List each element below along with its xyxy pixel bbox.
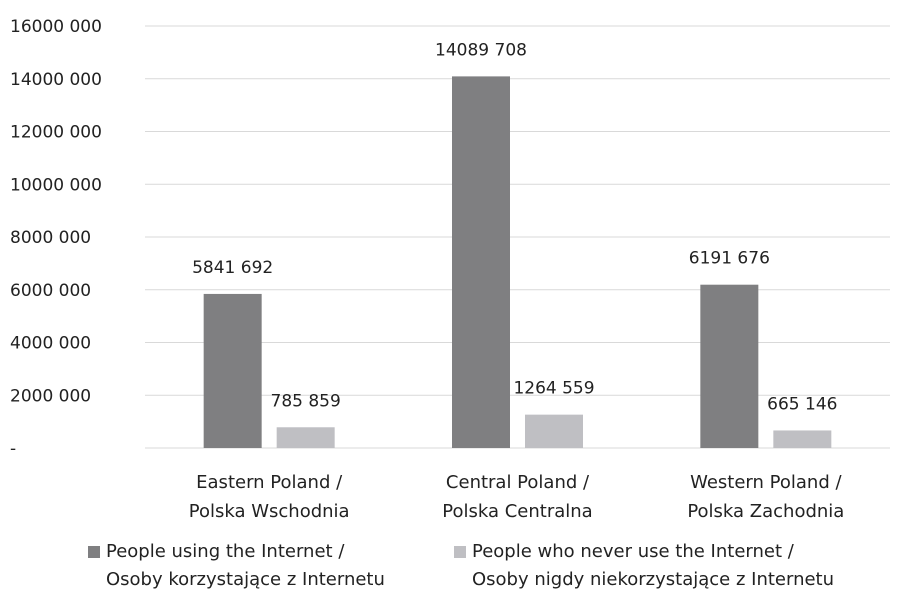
data-label: 14089 708 bbox=[435, 40, 527, 60]
data-label: 785 859 bbox=[271, 391, 341, 411]
bar-chart: - 2000 000 4000 000 6000 000 8000 000 10000 0… bbox=[10, 17, 890, 522]
gridlines bbox=[145, 25, 890, 449]
y-tick-label: 10000 000 bbox=[10, 175, 102, 195]
legend-label-using: People using the Internet / Osoby korzys… bbox=[106, 541, 385, 590]
legend-item-never: People who never use the Internet / Osob… bbox=[454, 538, 834, 594]
y-tick-label: 8000 000 bbox=[10, 228, 91, 248]
legend-item-using: People using the Internet / Osoby korzys… bbox=[88, 538, 385, 594]
bar bbox=[203, 293, 262, 448]
y-tick-label: 6000 000 bbox=[10, 281, 91, 301]
data-label: 6191 676 bbox=[689, 249, 770, 269]
bar bbox=[773, 430, 832, 448]
bar bbox=[276, 427, 335, 448]
x-tick-label: Western Poland / Polska Zachodnia bbox=[687, 472, 844, 522]
legend-swatch-using bbox=[88, 546, 100, 558]
data-labels: 5841 692 785 859 14089 708 1264 559 6191 676… bbox=[192, 40, 837, 414]
x-axis: Eastern Poland / Polska Wschodnia Central … bbox=[189, 472, 845, 522]
bar bbox=[525, 414, 583, 448]
data-label: 1264 559 bbox=[513, 379, 594, 399]
bar bbox=[700, 284, 759, 448]
y-tick-label: 16000 000 bbox=[10, 17, 102, 37]
y-tick-label: 4000 000 bbox=[10, 334, 91, 354]
y-tick-label: 12000 000 bbox=[10, 123, 102, 143]
legend-swatch-never bbox=[454, 546, 466, 558]
data-label: 665 146 bbox=[767, 394, 837, 414]
bars bbox=[203, 76, 832, 449]
y-tick-label: - bbox=[10, 439, 16, 459]
legend-label-never: People who never use the Internet / Osob… bbox=[472, 541, 835, 590]
x-tick-label: Central Poland / Polska Centralna bbox=[442, 472, 592, 522]
bar bbox=[452, 76, 510, 449]
x-tick-label: Eastern Poland / Polska Wschodnia bbox=[189, 472, 350, 522]
data-label: 5841 692 bbox=[192, 258, 273, 278]
y-tick-label: 2000 000 bbox=[10, 386, 91, 406]
y-tick-label: 14000 000 bbox=[10, 70, 102, 90]
y-axis: - 2000 000 4000 000 6000 000 8000 000 10000 0… bbox=[10, 17, 102, 459]
